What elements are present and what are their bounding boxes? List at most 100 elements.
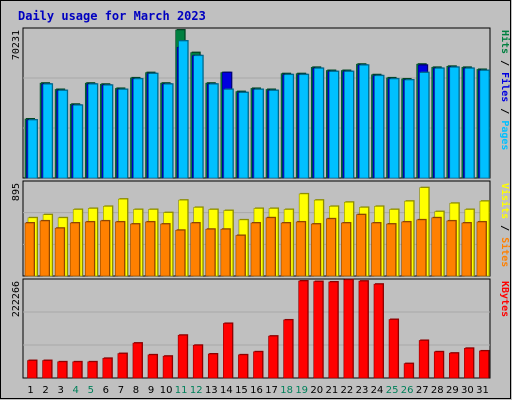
bar-fill (148, 73, 158, 179)
bar-fill (133, 78, 143, 179)
bar-pages (464, 67, 475, 179)
bar-sites (175, 229, 186, 277)
bar-fill (341, 222, 351, 277)
bar-fill (298, 74, 309, 179)
bar-pages (253, 88, 264, 179)
bar-sites (416, 218, 427, 277)
bar-sites (310, 223, 322, 277)
x-tick-label: 7 (118, 385, 124, 396)
bar-fill (103, 84, 113, 179)
bar-fill (205, 228, 216, 277)
x-tick-label: 19 (295, 385, 308, 396)
chart-panels: 70231 Hits / Files / Pages 895 Visits / Sit… (11, 27, 511, 379)
bar-sites (341, 222, 352, 277)
x-tick-label: 27 (416, 385, 429, 396)
bar-fill (313, 281, 324, 379)
bar-fill (418, 340, 429, 379)
bar-sites (356, 213, 367, 277)
bar-fill (39, 220, 50, 277)
bar-fill (434, 68, 445, 179)
bar-fill (388, 319, 399, 379)
bar-fill (449, 67, 460, 179)
bar-fill (253, 89, 264, 179)
bar-fill (446, 220, 457, 277)
bar-kbytes (328, 280, 339, 379)
x-tick-label: 5 (88, 385, 94, 396)
bar-sites (205, 228, 216, 277)
bar-pages (479, 69, 490, 179)
x-tick-label: 15 (235, 385, 248, 396)
x-tick-label: 10 (160, 385, 173, 396)
bar-fill (102, 358, 113, 379)
x-tick-label: 22 (341, 385, 354, 396)
bar-kbytes (253, 350, 264, 379)
bar-fill (449, 352, 459, 379)
bar-sites (130, 223, 141, 277)
bar-fill (374, 75, 384, 179)
bar-kbytes (283, 318, 294, 379)
bar-fill (253, 351, 263, 379)
bar-fill (283, 74, 294, 179)
bar-fill (359, 64, 369, 179)
x-tick-label: 12 (190, 385, 203, 396)
x-axis-labels: 1 2 3 4 5 6 7 8 9 10 11 12 13 14 15 16 17 18 19 20 21 22 23 24 2… (27, 385, 488, 396)
bar-kbytes (162, 355, 174, 379)
bar-kbytes (464, 347, 475, 379)
bar-sites (386, 223, 397, 277)
bar-sites (250, 222, 261, 277)
bar-fill (117, 353, 128, 379)
bar-sites (371, 222, 382, 277)
bar-pages (328, 70, 340, 179)
bar-sites (54, 227, 66, 277)
bar-kbytes (147, 353, 159, 379)
bar-fill (419, 72, 429, 179)
bar-pages (238, 91, 249, 179)
x-tick-label: 9 (148, 385, 154, 396)
legend: Visits / Sites (499, 183, 511, 267)
bar-sites (84, 220, 96, 277)
bar-fill (57, 361, 67, 379)
x-tick-label: 21 (325, 385, 338, 396)
bar-kbytes (388, 318, 400, 379)
x-tick-label: 8 (133, 385, 139, 396)
bar-fill (27, 360, 37, 379)
legend-separator: / (499, 219, 510, 237)
bar-kbytes (358, 280, 369, 379)
bar-fill (177, 334, 188, 379)
bar-pages (72, 104, 84, 179)
bar-fill (416, 219, 426, 277)
bar-fill (72, 361, 82, 379)
x-tick-label: 25 (386, 385, 399, 396)
bar-kbytes (42, 359, 53, 379)
bar-pages (298, 73, 310, 179)
legend-kbytes: KBytes (499, 281, 510, 317)
chart-title: Daily usage for March 2023 (18, 9, 206, 23)
bar-kbytes (27, 359, 38, 379)
x-tick-label: 16 (250, 385, 263, 396)
bar-pages (404, 79, 415, 179)
bar-fill (403, 363, 414, 379)
bar-fill (283, 319, 293, 379)
panel-1: 70231 Hits / Files / Pages (11, 27, 511, 179)
bar-fill (479, 70, 490, 179)
bar-fill (268, 90, 279, 179)
bar-fill (268, 335, 278, 379)
bar-fill (313, 68, 324, 179)
bar-kbytes (449, 352, 460, 379)
bar-sites (476, 220, 487, 277)
bar-fill (295, 221, 306, 277)
bar-fill (42, 83, 53, 179)
x-tick-label: 30 (461, 385, 474, 396)
legend-pages: Pages (499, 120, 510, 150)
bar-fill (223, 89, 234, 179)
bar-sites (69, 222, 81, 277)
bar-sites (160, 223, 171, 277)
bar-pages (344, 70, 355, 179)
bar-fill (328, 71, 339, 179)
x-tick-label: 14 (220, 385, 233, 396)
bar-sites (461, 222, 472, 277)
bar-fill (238, 354, 248, 379)
bar-fill (160, 223, 170, 277)
